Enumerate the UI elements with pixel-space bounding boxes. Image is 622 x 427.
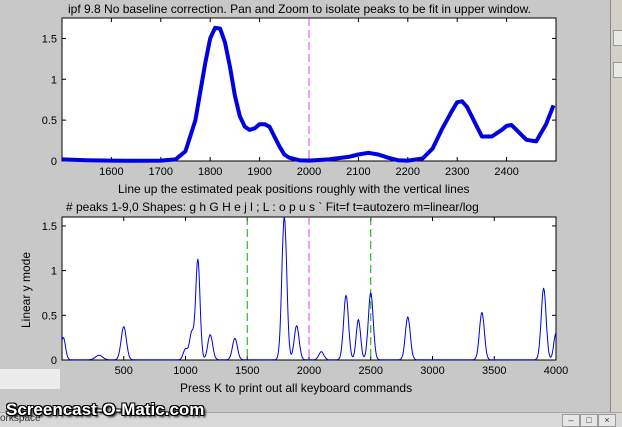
- upper-ytick-label: 0.5: [42, 115, 57, 127]
- workspace-bar: [0, 412, 622, 427]
- upper-xtick-label: 1800: [198, 166, 222, 178]
- lower-ylabel: Linear y mode: [19, 251, 34, 329]
- window-frame-right: [610, 0, 622, 412]
- lower-series-line: [61, 216, 557, 361]
- lower-axes-box: [61, 216, 557, 361]
- lower-xtick-label: 3500: [482, 365, 506, 377]
- upper-ytick-label: 1: [51, 74, 57, 86]
- lower-xtick-label: 2000: [297, 365, 321, 377]
- lower-xtick-label: 3000: [420, 365, 444, 377]
- lower-xtick-label: 1000: [173, 365, 197, 377]
- upper-xlabel: Line up the estimated peak positions rou…: [118, 182, 470, 196]
- frame-handle-top[interactable]: [613, 30, 622, 46]
- upper-xtick-label: 2300: [445, 166, 469, 178]
- upper-xtick-label: 1700: [149, 166, 173, 178]
- frame-handle-bottom[interactable]: [613, 62, 622, 78]
- workspace-label: orkspace: [0, 413, 41, 424]
- lower-ytick-label: 0: [51, 355, 57, 367]
- screencast-watermark: Screencast-O-Matic.com: [6, 400, 205, 419]
- close-button[interactable]: ×: [598, 414, 616, 427]
- minimize-button[interactable]: –: [562, 414, 580, 427]
- upper-xtick-label: 2100: [346, 166, 370, 178]
- maximize-button[interactable]: □: [580, 414, 598, 427]
- lower-title: # peaks 1-9,0 Shapes: g h G H e j l ; L …: [66, 200, 479, 214]
- figure-corner-panel: [0, 369, 60, 389]
- lower-xtick-label: 2500: [359, 365, 383, 377]
- lower-xtick-label: 1500: [235, 365, 259, 377]
- lower-xlabel: Press K to print out all keyboard comman…: [180, 381, 413, 395]
- upper-xtick-label: 2000: [297, 166, 321, 178]
- upper-xtick-label: 2200: [396, 166, 420, 178]
- lower-ytick-label: 1: [51, 266, 57, 278]
- upper-xtick-label: 1900: [247, 166, 271, 178]
- upper-series-line: [61, 25, 556, 163]
- lower-ytick-label: 1.5: [42, 221, 57, 233]
- upper-xtick-label: 2400: [494, 166, 518, 178]
- upper-xtick-label: 1600: [99, 166, 123, 178]
- upper-axes-box: [61, 17, 557, 162]
- lower-ytick-label: 0.5: [42, 310, 57, 322]
- window-title: ipf 9.8 No baseline correction. Pan and …: [68, 2, 531, 16]
- lower-xtick-label: 500: [115, 365, 133, 377]
- upper-ytick-label: 0: [51, 156, 57, 168]
- lower-xtick-label: 4000: [544, 365, 568, 377]
- upper-ytick-label: 1.5: [42, 33, 57, 45]
